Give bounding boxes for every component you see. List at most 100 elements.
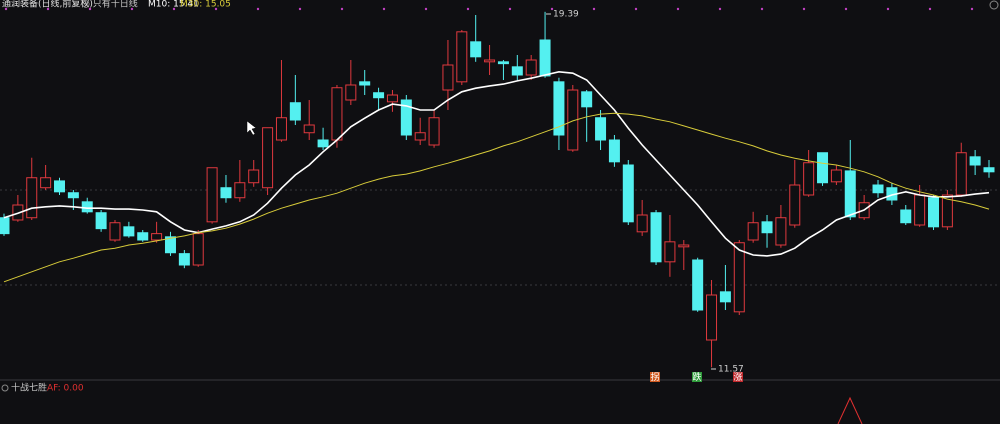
candle-body	[844, 170, 856, 218]
candle-body	[289, 102, 301, 121]
candle-body	[359, 81, 371, 86]
candle-body	[164, 236, 176, 254]
dot	[970, 7, 974, 11]
legend-m10: M10: 15.41	[148, 0, 199, 10]
signal-box	[650, 372, 660, 382]
low-label: 11.57	[718, 365, 744, 375]
candle-body	[678, 244, 690, 248]
panel-value: AF: 0.00	[47, 384, 84, 394]
candle-body	[206, 167, 218, 223]
candle-body	[595, 117, 607, 141]
dot	[214, 7, 218, 11]
candle-body	[53, 180, 65, 193]
candle-body	[581, 91, 593, 108]
moving-average	[3, 70, 990, 257]
dot	[844, 7, 848, 11]
dot	[46, 7, 50, 11]
dot	[886, 7, 890, 11]
candle-body	[803, 162, 815, 196]
candle-body	[941, 194, 953, 228]
candle-body	[262, 127, 274, 189]
dot	[466, 7, 470, 11]
candle-body	[692, 259, 704, 311]
signal-box	[692, 372, 702, 382]
dot	[928, 7, 932, 11]
candle-body	[414, 132, 426, 141]
candle-body	[539, 39, 551, 77]
signal: 拐	[650, 371, 659, 383]
candle-body	[650, 212, 662, 263]
legend-m30: M30: 15.05	[180, 0, 231, 10]
dot	[298, 7, 302, 11]
dot	[256, 7, 260, 11]
candle-body	[817, 152, 829, 184]
candle-body	[706, 294, 718, 341]
candle-body	[303, 124, 315, 134]
candle-body	[220, 187, 232, 199]
dot	[676, 7, 680, 11]
candle-body	[456, 31, 468, 83]
dot	[424, 7, 428, 11]
candle-body	[567, 89, 579, 151]
candle-body	[331, 87, 343, 141]
candle-body	[442, 64, 454, 91]
candle-body	[373, 92, 385, 99]
candle-body	[178, 253, 190, 266]
candle-body	[511, 66, 523, 76]
candle-body	[872, 184, 884, 194]
candle-body	[192, 233, 204, 266]
candle-body	[81, 201, 93, 213]
candle-body	[67, 192, 79, 199]
high-label: 19.39	[553, 10, 579, 20]
candle-body	[470, 41, 482, 58]
candle-body	[275, 117, 287, 141]
dot	[88, 7, 92, 11]
candle-body	[983, 167, 995, 173]
dot	[340, 7, 344, 11]
candle-body	[747, 222, 759, 241]
candle-body	[955, 152, 967, 196]
dot	[550, 7, 554, 11]
candle-body	[26, 177, 38, 219]
panel-signal	[837, 396, 863, 424]
panel-icon[interactable]	[1, 384, 9, 392]
dot	[4, 7, 8, 11]
cursor	[246, 120, 257, 136]
dot	[760, 7, 764, 11]
candle-body	[969, 156, 981, 166]
dot	[508, 7, 512, 11]
dot	[802, 7, 806, 11]
candle-body	[553, 81, 565, 136]
candle-body	[95, 212, 107, 230]
dot	[130, 7, 134, 11]
signal-box	[733, 372, 743, 382]
candle-body	[914, 194, 926, 226]
candle-body	[761, 221, 773, 234]
candle-body	[719, 291, 731, 303]
settings-icon[interactable]	[989, 0, 999, 10]
candle-body	[497, 61, 509, 65]
candle-body	[400, 99, 412, 136]
signal: 涨	[733, 372, 742, 383]
candle-body	[386, 94, 398, 103]
dot	[718, 7, 722, 11]
candle-body	[137, 232, 149, 241]
candle-body	[789, 184, 801, 226]
candle-body	[900, 209, 912, 224]
candle-body	[636, 214, 648, 233]
candle-body	[109, 222, 121, 241]
dot	[382, 7, 386, 11]
chart-title: 通润装备(日线,前复权)	[2, 0, 93, 10]
dot	[634, 7, 638, 11]
dot	[592, 7, 596, 11]
candle-body	[622, 164, 634, 223]
candle-body	[234, 182, 246, 199]
candle-body	[317, 139, 329, 148]
moving-average	[3, 112, 990, 283]
candle-body	[775, 217, 787, 246]
candle-body	[608, 139, 620, 163]
candle-body	[248, 169, 260, 184]
